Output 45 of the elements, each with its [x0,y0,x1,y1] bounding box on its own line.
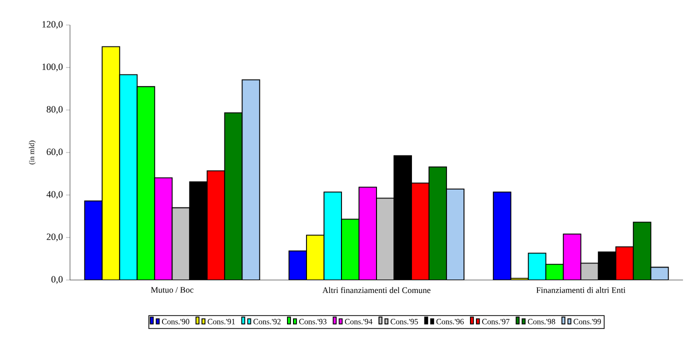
bar [206,170,226,280]
legend-label: Cons.'91 [208,318,235,324]
bar [580,262,599,280]
bar [242,79,260,280]
legend-label: Cons.'95 [390,318,418,324]
bar [102,46,120,280]
x-tick-label: Altri finanziamenti del Comune [322,287,430,294]
bar [562,234,582,280]
bar [154,177,173,280]
bar [358,186,377,280]
bar [84,200,103,280]
legend-label: Cons.'93 [299,318,326,324]
legend-label: Cons.'97 [482,318,510,324]
y-tick-label: 20,0 [46,234,63,242]
legend-label: Cons.'90 [162,318,190,324]
legend-label: Cons.'98 [528,318,556,324]
legend-label: Cons.'99 [574,318,601,324]
y-tick-label: 0,0 [51,276,63,284]
x-tick-label: Finanziamenti di altri Enti [536,287,626,294]
bar [615,246,634,280]
bar [446,188,464,280]
y-tick-label: 60,0 [46,148,63,156]
bar [428,166,447,280]
y-tick-label: 100,0 [42,64,63,72]
y-tick-label: 40,0 [46,191,63,199]
bar [324,192,342,280]
bar [172,207,190,280]
bar [492,192,512,280]
bar [411,182,430,280]
bar [376,198,394,280]
bar [119,74,138,280]
bar [528,252,546,280]
bar [632,222,652,280]
bar [306,234,324,280]
bar [224,112,243,280]
x-tick-label: Mutuo / Boc [150,287,194,293]
legend-label: Cons.'94 [344,318,372,324]
bar [136,86,156,280]
y-tick-label: 80,0 [46,106,63,114]
bar [341,218,360,280]
bar [545,264,564,280]
legend-label: Cons.'96 [436,318,464,324]
bar [288,250,307,280]
y-tick-label: 120,0 [42,21,63,29]
legend-label: Cons.'92 [253,318,281,324]
